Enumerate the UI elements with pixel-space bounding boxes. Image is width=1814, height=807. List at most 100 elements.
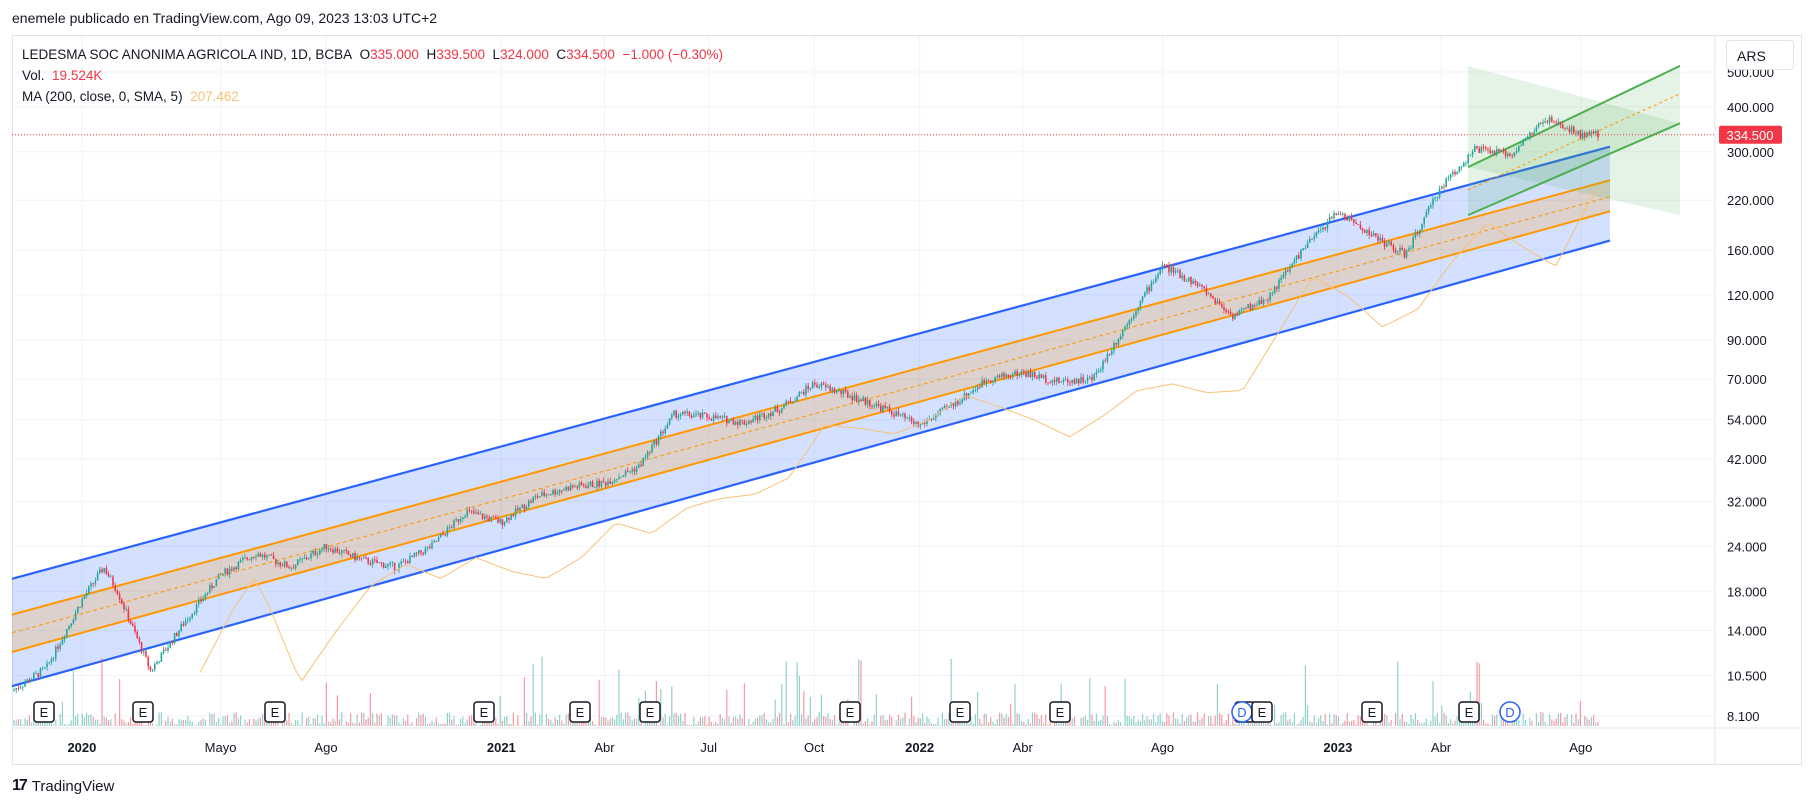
candle-body bbox=[26, 679, 28, 683]
volume-bar bbox=[697, 721, 699, 726]
candle-body bbox=[1482, 146, 1485, 148]
volume-bar bbox=[750, 724, 752, 726]
candle-body bbox=[277, 562, 279, 565]
candle-body bbox=[1130, 318, 1133, 320]
earnings-marker-icon[interactable] bbox=[569, 701, 591, 723]
earnings-marker-icon[interactable] bbox=[1458, 701, 1480, 723]
volume-bar bbox=[427, 724, 429, 726]
candle-body bbox=[1295, 255, 1298, 260]
candle-body bbox=[1386, 243, 1388, 247]
candle-body bbox=[1339, 214, 1342, 215]
ma-row: MA (200, close, 0, SMA, 5) 207.462 bbox=[22, 86, 723, 107]
candle-body bbox=[998, 375, 1001, 377]
volume-bar bbox=[435, 717, 437, 726]
volume-bar bbox=[1573, 723, 1575, 726]
candle-body bbox=[138, 638, 141, 643]
candle-body bbox=[226, 568, 229, 575]
volume-bar bbox=[222, 716, 224, 726]
candle-body bbox=[176, 633, 178, 637]
earnings-marker-icon[interactable] bbox=[949, 701, 971, 723]
volume-bar bbox=[1289, 718, 1291, 726]
candle-body bbox=[1498, 149, 1500, 152]
volume-bar bbox=[233, 712, 235, 726]
volume-bar bbox=[319, 723, 321, 726]
candle-body bbox=[525, 506, 528, 510]
candle-body bbox=[204, 593, 207, 599]
volume-bar bbox=[356, 714, 358, 726]
candle-body bbox=[693, 415, 695, 418]
earnings-marker-icon[interactable] bbox=[33, 701, 55, 723]
volume-bar bbox=[94, 719, 96, 726]
volume-bar bbox=[871, 721, 873, 726]
volume-bar bbox=[1210, 716, 1212, 726]
x-tick-label: 2021 bbox=[487, 740, 516, 755]
candle-body bbox=[664, 428, 666, 434]
volume-bar bbox=[288, 712, 290, 726]
earnings-marker-icon[interactable] bbox=[639, 701, 661, 723]
volume-bar bbox=[1007, 716, 1009, 726]
event-marker-label: E bbox=[1465, 705, 1474, 720]
open-value: 335.000 bbox=[370, 47, 419, 62]
candle-body bbox=[701, 412, 704, 418]
volume-bar bbox=[757, 717, 759, 726]
volume-bar bbox=[48, 722, 50, 726]
candle-body bbox=[1056, 377, 1058, 382]
candle-body bbox=[22, 686, 24, 688]
candle-body bbox=[1476, 146, 1478, 149]
volume-bar bbox=[710, 721, 712, 726]
candle-body bbox=[514, 508, 517, 517]
tradingview-logo[interactable]: 17 TradingView bbox=[12, 777, 114, 795]
volume-bar bbox=[1040, 715, 1042, 726]
candle-body bbox=[662, 431, 664, 434]
volume-bar bbox=[61, 701, 63, 726]
candle-body bbox=[682, 411, 684, 415]
candle-body bbox=[550, 494, 552, 496]
volume-bar bbox=[191, 721, 193, 726]
volume-bar bbox=[1359, 716, 1361, 726]
volume-bar bbox=[983, 713, 985, 726]
volume-bar bbox=[1322, 721, 1324, 726]
dividend-marker-icon[interactable] bbox=[1499, 701, 1521, 723]
candle-body bbox=[1337, 214, 1340, 215]
candle-body bbox=[497, 518, 499, 523]
earnings-marker-icon[interactable] bbox=[264, 701, 286, 723]
candle-body bbox=[385, 566, 387, 568]
event-marker-label: E bbox=[846, 705, 855, 720]
earnings-marker-icon[interactable] bbox=[132, 701, 154, 723]
earnings-marker-icon[interactable] bbox=[1251, 701, 1273, 723]
candle-body bbox=[52, 658, 55, 660]
candle-body bbox=[611, 481, 614, 485]
volume-bar bbox=[985, 714, 987, 726]
candle-body bbox=[765, 417, 768, 419]
currency-button[interactable]: ARS bbox=[1726, 40, 1794, 70]
candle-body bbox=[1238, 310, 1241, 316]
volume-bar bbox=[1018, 713, 1020, 726]
candle-body bbox=[1150, 282, 1153, 291]
volume-bar bbox=[1296, 724, 1298, 726]
volume-bar bbox=[1326, 724, 1328, 726]
candle-body bbox=[297, 559, 299, 565]
volume-bar bbox=[350, 713, 352, 726]
volume-bar bbox=[550, 720, 552, 726]
chart-frame[interactable] bbox=[12, 35, 1802, 765]
candle-body bbox=[1485, 147, 1487, 149]
candle-body bbox=[1478, 148, 1480, 153]
earnings-marker-icon[interactable] bbox=[839, 701, 861, 723]
candle-body bbox=[1137, 307, 1139, 312]
volume-bar bbox=[204, 719, 206, 726]
candle-body bbox=[1590, 131, 1593, 134]
volume-bar bbox=[1353, 720, 1355, 726]
earnings-marker-icon[interactable] bbox=[1049, 701, 1071, 723]
volume-bar bbox=[1476, 661, 1478, 726]
candle-body bbox=[39, 668, 42, 677]
candle-body bbox=[103, 567, 105, 573]
volume-bar bbox=[202, 717, 204, 726]
candle-body bbox=[728, 420, 730, 424]
earnings-marker-icon[interactable] bbox=[473, 701, 495, 723]
earnings-marker-icon[interactable] bbox=[1361, 701, 1383, 723]
candle-body bbox=[1214, 298, 1216, 304]
volume-bar bbox=[1166, 713, 1168, 726]
volume-bar bbox=[1197, 712, 1199, 726]
candle-body bbox=[182, 623, 185, 626]
